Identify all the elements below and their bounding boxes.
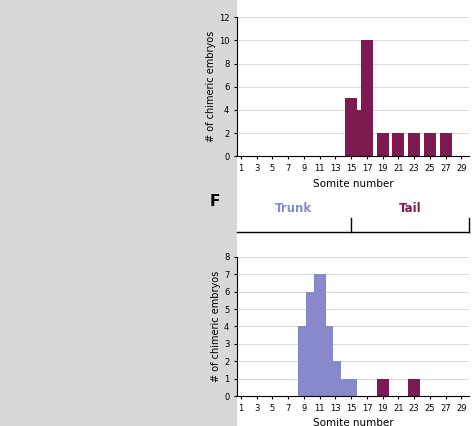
Bar [345,379,357,396]
Bar [329,361,341,396]
Bar [314,274,326,396]
Text: F: F [209,194,219,209]
Bar [377,133,389,156]
Bar [306,292,318,396]
Y-axis label: # of chimeric embryos: # of chimeric embryos [211,271,221,382]
Bar [361,40,373,156]
Y-axis label: # of chimeric embryos: # of chimeric embryos [206,31,216,142]
Bar [345,98,357,156]
Bar [408,133,420,156]
Text: Trunk: Trunk [275,202,312,215]
Bar [392,133,404,156]
X-axis label: Somite number: Somite number [313,418,393,426]
X-axis label: Somite number: Somite number [313,178,393,189]
Bar [337,379,349,396]
Bar [408,379,420,396]
Bar [424,133,436,156]
Bar [377,379,389,396]
Text: Tail: Tail [399,202,421,215]
Bar [353,110,365,156]
Bar [298,326,310,396]
Bar [322,326,333,396]
Bar [440,133,452,156]
